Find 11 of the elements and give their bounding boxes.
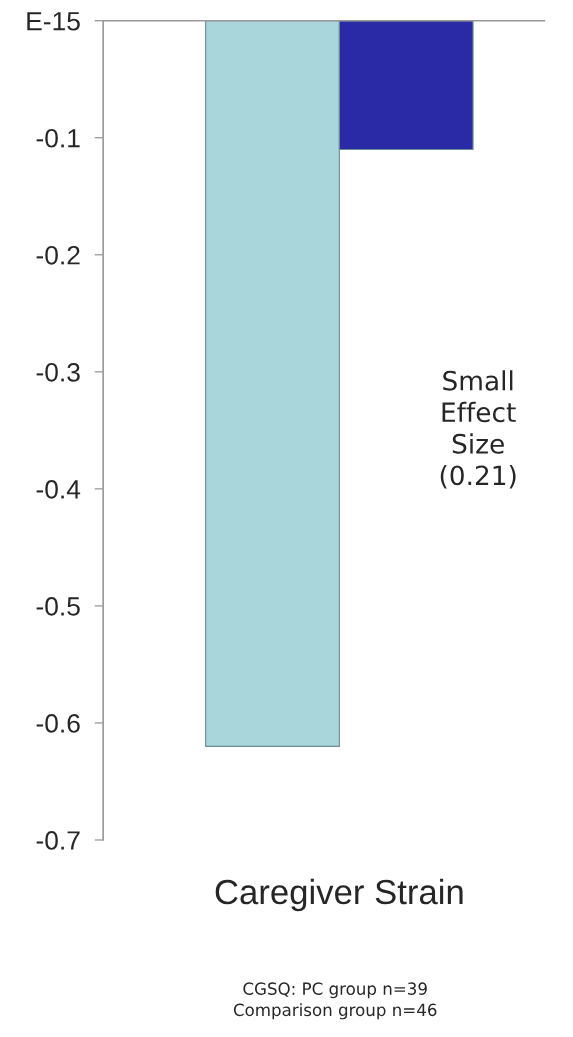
x-tick-label: Caregiver Strain <box>215 878 463 912</box>
y-tick-label: -0.5 <box>36 597 80 616</box>
y-tick-label: -0.7 <box>36 831 80 850</box>
y-tick-label: -0.3 <box>36 362 80 382</box>
text: CGSQ: PC group n=39 Comparison group n=46 <box>233 982 437 1020</box>
annotation: Small Effect Size (0.21) <box>440 370 516 489</box>
y-tick-label: -0.1 <box>36 128 80 148</box>
y-tick-label: E-15 <box>27 12 80 31</box>
y-tick-label: -0.6 <box>36 714 80 733</box>
y-tick-label: -0.4 <box>36 480 81 499</box>
y-tick-label: -0.2 <box>36 245 80 265</box>
